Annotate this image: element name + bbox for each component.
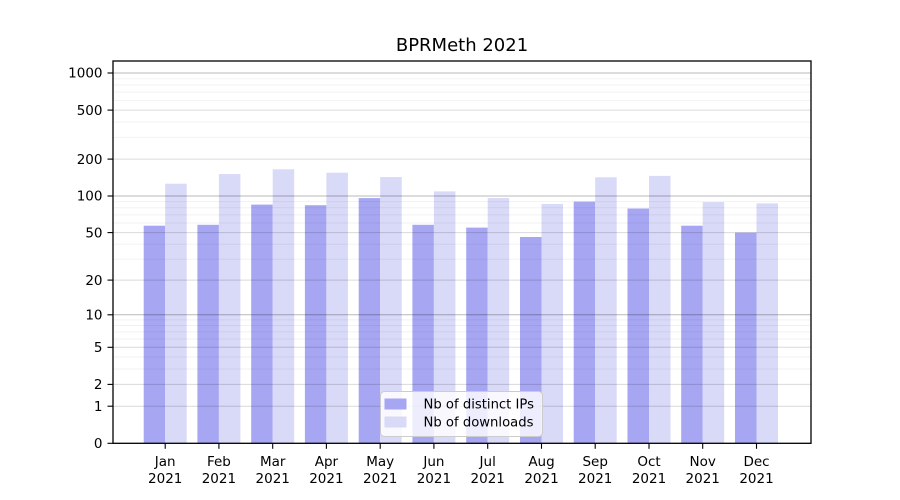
x-tick-month-may: May bbox=[366, 454, 394, 470]
bar-distinct-ips-mar bbox=[251, 204, 273, 444]
x-tick-year-jul: 2021 bbox=[471, 471, 505, 487]
y-tick-label-200: 200 bbox=[77, 152, 103, 168]
x-tick-month-dec: Dec bbox=[743, 454, 769, 470]
y-tick-label-0: 0 bbox=[94, 436, 103, 452]
y-tick-label-2: 2 bbox=[94, 377, 103, 393]
bar-downloads-sep bbox=[595, 177, 617, 444]
bar-downloads-jun bbox=[433, 191, 456, 444]
legend-swatch-downloads bbox=[384, 416, 407, 428]
y-tick-label-20: 20 bbox=[85, 273, 102, 289]
bar-distinct-ips-may bbox=[358, 198, 381, 444]
x-tick-month-apr: Apr bbox=[315, 454, 339, 470]
y-tick-label-100: 100 bbox=[77, 189, 103, 205]
x-tick-year-oct: 2021 bbox=[632, 471, 666, 487]
x-tick-month-feb: Feb bbox=[207, 454, 231, 470]
bar-distinct-ips-jan bbox=[143, 225, 166, 444]
bar-downloads-jul bbox=[487, 198, 510, 444]
x-tick-year-sep: 2021 bbox=[578, 471, 612, 487]
legend-label-distinct-ips: Nb of distinct IPs bbox=[424, 398, 535, 413]
bar-downloads-may bbox=[380, 177, 402, 444]
x-tick-year-jun: 2021 bbox=[417, 471, 451, 487]
bar-distinct-ips-jul bbox=[466, 227, 488, 444]
x-tick-month-nov: Nov bbox=[690, 454, 716, 470]
x-tick-year-jan: 2021 bbox=[148, 471, 182, 487]
plot-frame bbox=[112, 60, 812, 444]
x-tick-month-jan: Jan bbox=[154, 454, 176, 470]
x-tick-year-apr: 2021 bbox=[309, 471, 343, 487]
y-tick-label-5: 5 bbox=[94, 340, 103, 356]
x-tick-month-jun: Jun bbox=[422, 454, 444, 470]
y-tick-label-500: 500 bbox=[77, 103, 103, 119]
bar-distinct-ips-nov bbox=[681, 225, 703, 444]
x-tick-year-dec: 2021 bbox=[739, 471, 773, 487]
x-tick-month-jul: Jul bbox=[479, 454, 496, 470]
x-tick-month-oct: Oct bbox=[637, 454, 660, 470]
bar-distinct-ips-feb bbox=[197, 224, 219, 444]
x-tick-month-aug: Aug bbox=[528, 454, 554, 470]
bars-layer bbox=[143, 169, 778, 444]
bar-distinct-ips-oct bbox=[627, 208, 649, 444]
bar-downloads-mar bbox=[272, 169, 295, 444]
grid-layer bbox=[113, 72, 811, 407]
x-tick-year-nov: 2021 bbox=[686, 471, 720, 487]
y-tick-label-10: 10 bbox=[85, 308, 102, 324]
y-tick-label-1000: 1000 bbox=[68, 66, 102, 82]
bar-downloads-apr bbox=[326, 172, 348, 444]
bar-downloads-oct bbox=[649, 175, 671, 444]
legend: Nb of distinct IPs Nb of downloads bbox=[380, 391, 543, 437]
legend-swatch-distinct-ips bbox=[384, 398, 407, 410]
y-tick-label-50: 50 bbox=[85, 225, 102, 241]
legend-box bbox=[380, 391, 543, 437]
legend-label-downloads: Nb of downloads bbox=[424, 416, 534, 431]
x-tick-year-may: 2021 bbox=[363, 471, 397, 487]
bar-downloads-feb bbox=[218, 174, 241, 444]
x-tick-month-mar: Mar bbox=[260, 454, 286, 470]
axis-layer: 01251020501002005001000Jan2021Feb2021Mar… bbox=[68, 60, 812, 487]
bar-distinct-ips-dec bbox=[735, 232, 757, 444]
bar-downloads-aug bbox=[541, 204, 563, 444]
bar-distinct-ips-sep bbox=[573, 201, 596, 444]
bar-distinct-ips-jun bbox=[412, 224, 434, 444]
x-tick-year-mar: 2021 bbox=[256, 471, 290, 487]
x-tick-month-sep: Sep bbox=[582, 454, 607, 470]
chart-title: BPRMeth 2021 bbox=[396, 35, 528, 56]
y-tick-label-1: 1 bbox=[94, 399, 103, 415]
x-tick-year-feb: 2021 bbox=[202, 471, 236, 487]
bar-downloads-jan bbox=[165, 183, 187, 444]
bar-distinct-ips-apr bbox=[304, 205, 327, 444]
x-tick-year-aug: 2021 bbox=[524, 471, 558, 487]
bar-downloads-nov bbox=[702, 202, 725, 444]
bar-downloads-dec bbox=[756, 203, 778, 444]
